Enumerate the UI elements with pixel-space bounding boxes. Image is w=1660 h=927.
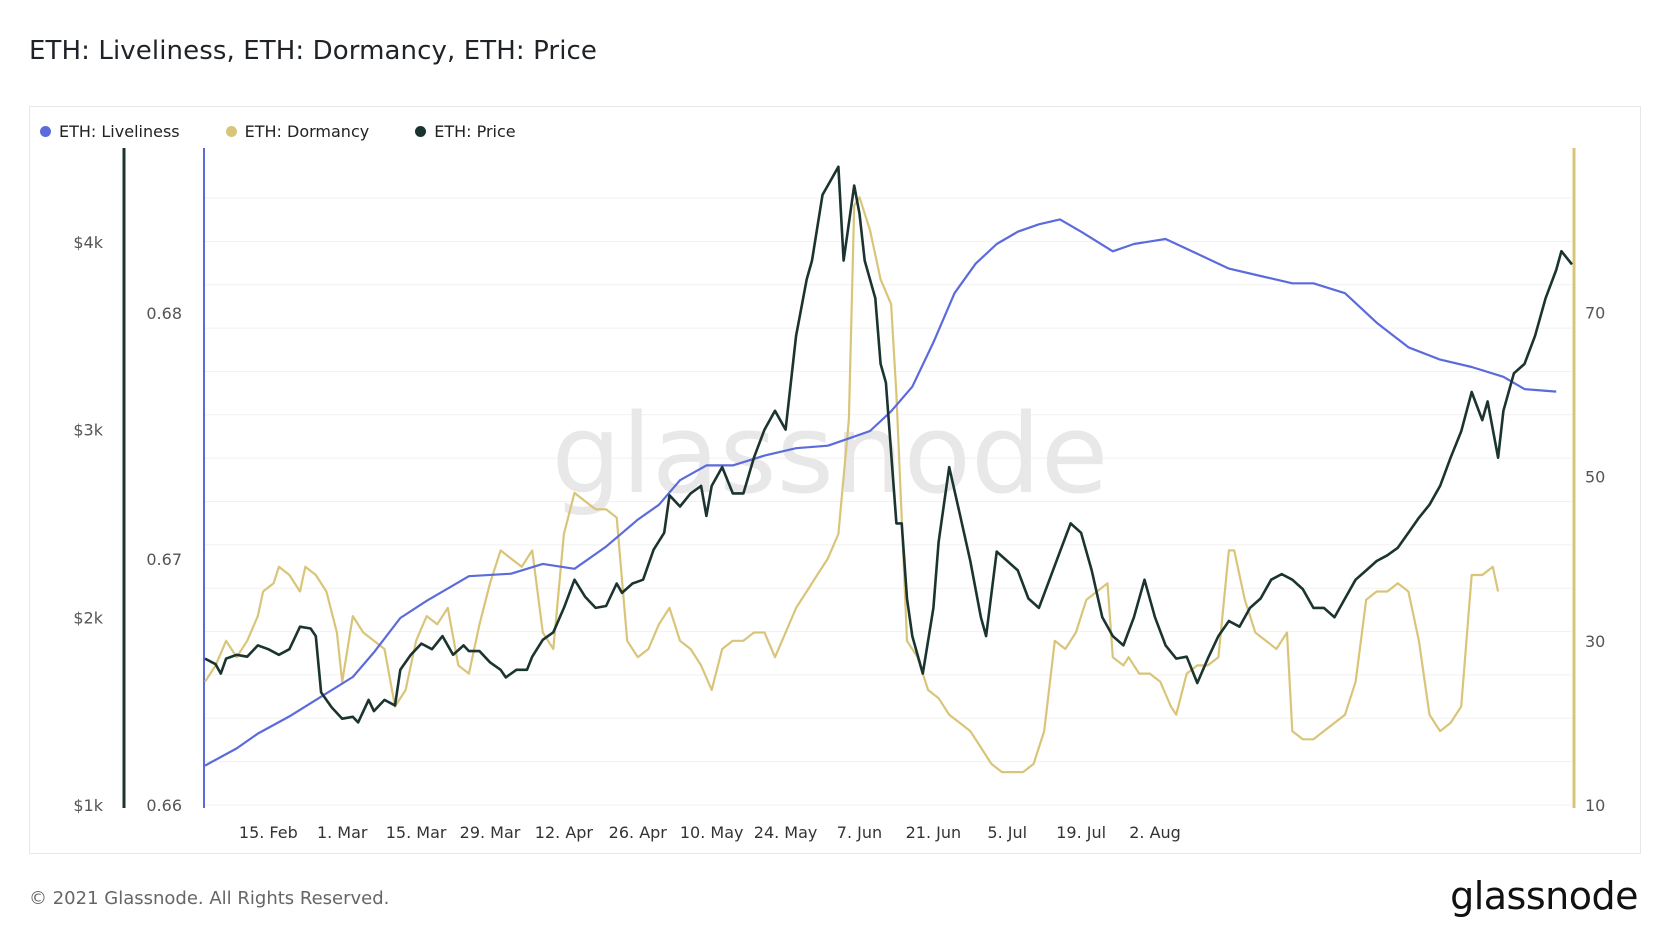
legend-item-dormancy[interactable]: ETH: Dormancy — [225, 122, 370, 141]
legend-dot-dormancy — [225, 126, 237, 137]
legend-dot-liveliness — [40, 126, 51, 137]
legend-label-dormancy: ETH: Dormancy — [244, 122, 370, 141]
page-title: ETH: Liveliness, ETH: Dormancy, ETH: Pri… — [29, 36, 598, 66]
chart-legend: ETH: Liveliness ETH: Dormancy ETH: Price — [40, 122, 562, 141]
copyright-footer: © 2021 Glassnode. All Rights Reserved. — [29, 888, 390, 909]
legend-label-price: ETH: Price — [434, 122, 516, 141]
legend-dot-price — [415, 126, 427, 137]
glassnode-logo: glassnode — [1450, 874, 1638, 918]
legend-label-liveliness: ETH: Liveliness — [59, 122, 180, 141]
chart-panel — [29, 106, 1641, 854]
legend-item-liveliness[interactable]: ETH: Liveliness — [40, 122, 180, 141]
legend-item-price[interactable]: ETH: Price — [415, 122, 516, 141]
